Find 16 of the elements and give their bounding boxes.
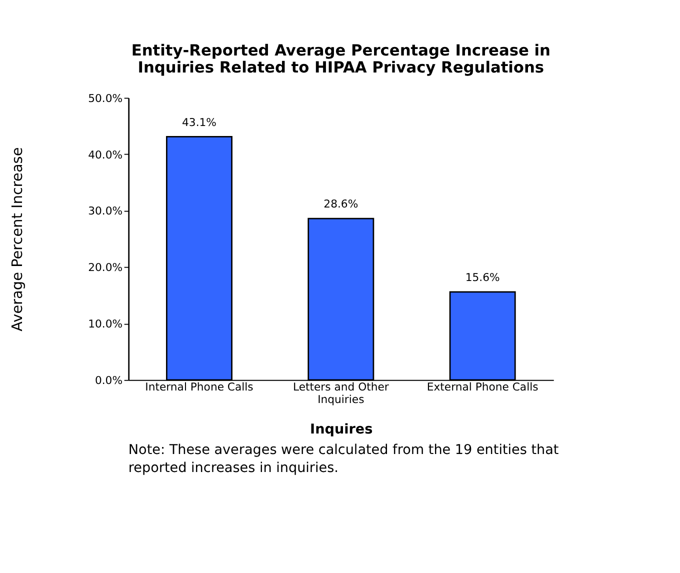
- y-tick-label: 50.0%: [88, 92, 123, 105]
- y-tick-label: 10.0%: [88, 318, 123, 331]
- x-tick-label: Internal Phone Calls: [145, 380, 254, 394]
- chart-title: Entity-Reported Average Percentage Increase in Inquiries Related to HIPAA Privacy Regulations: [131, 41, 550, 76]
- x-axis-title: Inquires: [310, 422, 373, 438]
- y-tick-label: 40.0%: [88, 148, 123, 162]
- y-tick-label: 30.0%: [88, 204, 123, 218]
- x-tick-label: External Phone Calls: [426, 380, 539, 394]
- text: Note: These averages were calculated from the 19 entities that reported increases in inquiries.: [128, 442, 559, 476]
- data-label: 15.6%: [465, 271, 500, 284]
- y-tick-label: 0.0%: [94, 374, 123, 387]
- x-tick-label: Letters and Other Inquiries: [292, 380, 390, 406]
- y-tick-label: 20.0%: [88, 261, 123, 274]
- data-label: 43.1%: [182, 116, 216, 129]
- data-label: 28.6%: [324, 198, 358, 211]
- y-axis-title: Average Percent Increase: [10, 147, 26, 332]
